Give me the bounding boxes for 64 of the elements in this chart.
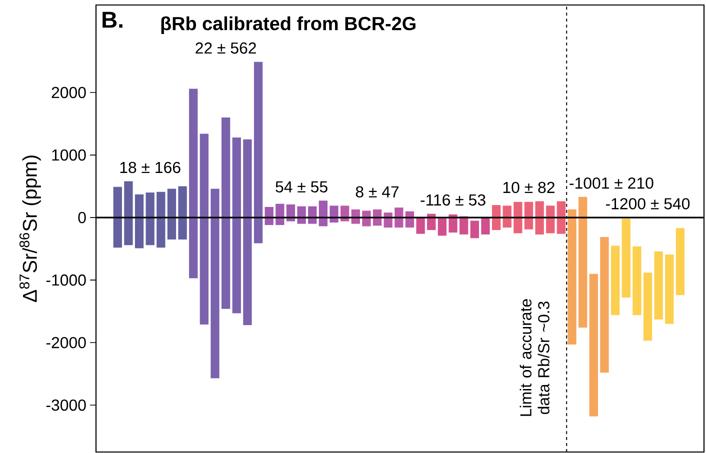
bar: [134, 194, 144, 248]
bar: [632, 246, 642, 316]
bar: [665, 254, 674, 324]
bar: [221, 118, 230, 309]
bar: [243, 139, 252, 326]
y-axis-title: Δ$^{87}$Sr/$^{86}$Sr (ppm): [19, 156, 41, 302]
bar: [232, 138, 241, 314]
bar: [589, 274, 598, 416]
annotation: 54 ± 55: [276, 181, 328, 192]
bar: [297, 206, 306, 224]
bar: [514, 202, 522, 234]
annotation: -116 ± 53: [420, 194, 486, 206]
bar: [556, 201, 566, 234]
y-tick-label: -2000: [46, 336, 86, 348]
y-tick-label: -3000: [46, 399, 86, 411]
y-tick-label: -1000: [46, 274, 86, 286]
bar: [481, 216, 490, 234]
bar: [178, 186, 187, 240]
bar: [210, 188, 220, 378]
bar: [676, 228, 685, 296]
bar: [156, 192, 166, 248]
bar: [330, 206, 338, 223]
bar: [622, 218, 630, 298]
bar: [654, 251, 663, 320]
text: βRb calibrated from BCR-2G: [161, 16, 416, 34]
bar: [286, 204, 296, 222]
bar: [362, 210, 371, 226]
annotation: 8 ± 47: [356, 186, 399, 198]
bar: [643, 272, 652, 341]
bar: [568, 209, 576, 344]
y-tick-label: 0: [78, 212, 86, 224]
bar: [146, 192, 154, 246]
bar: [189, 88, 198, 278]
bar: [524, 202, 534, 230]
annotation: B.: [102, 12, 122, 28]
bar: [318, 200, 328, 226]
annotation: 22 ± 562: [196, 42, 256, 54]
bar: [254, 62, 263, 244]
annotation: Limit of accurate data Rb/Sr ~0.3: [520, 299, 550, 416]
bar: [600, 236, 609, 373]
bar: [340, 206, 350, 222]
bar: [167, 188, 176, 240]
annotation: -1001 ± 210: [570, 177, 654, 189]
y-tick-label: 2000: [52, 86, 86, 98]
bar: [610, 246, 620, 316]
bar: [535, 201, 544, 234]
annotation: -1200 ± 540: [606, 198, 690, 210]
bar: [502, 206, 512, 228]
annotation: 18 ± 166: [120, 162, 180, 174]
bar: [276, 204, 284, 226]
bar: [448, 214, 458, 233]
bar: [308, 206, 317, 224]
bar: [416, 216, 425, 234]
bar: [113, 186, 122, 248]
annotation: 10 ± 82: [503, 182, 554, 194]
bar: [546, 206, 555, 234]
bar: [492, 205, 501, 230]
bar: [470, 220, 479, 238]
bar: [200, 134, 209, 324]
bar: [124, 181, 133, 246]
bar: [438, 218, 447, 236]
bar: [394, 208, 404, 228]
bar: [578, 196, 588, 328]
y-tick-label: 1000: [52, 149, 86, 161]
